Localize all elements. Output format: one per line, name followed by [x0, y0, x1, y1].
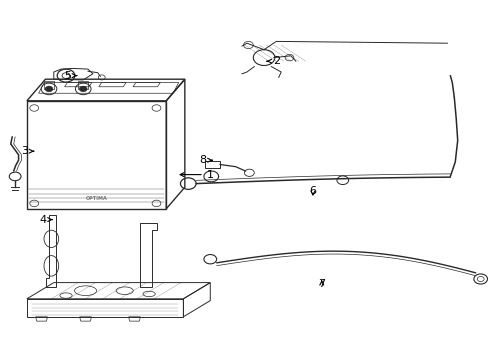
Text: 3: 3	[21, 146, 34, 156]
Text: OPTIMA: OPTIMA	[85, 195, 107, 201]
Text: 7: 7	[318, 279, 325, 289]
Bar	[205, 161, 220, 168]
Circle shape	[45, 86, 53, 92]
Text: 5: 5	[64, 71, 77, 81]
Text: 4: 4	[40, 215, 52, 225]
Text: 1: 1	[180, 170, 213, 180]
Text: 2: 2	[266, 56, 279, 66]
Circle shape	[79, 86, 87, 92]
Text: 8: 8	[199, 155, 212, 165]
Text: 6: 6	[309, 186, 316, 196]
